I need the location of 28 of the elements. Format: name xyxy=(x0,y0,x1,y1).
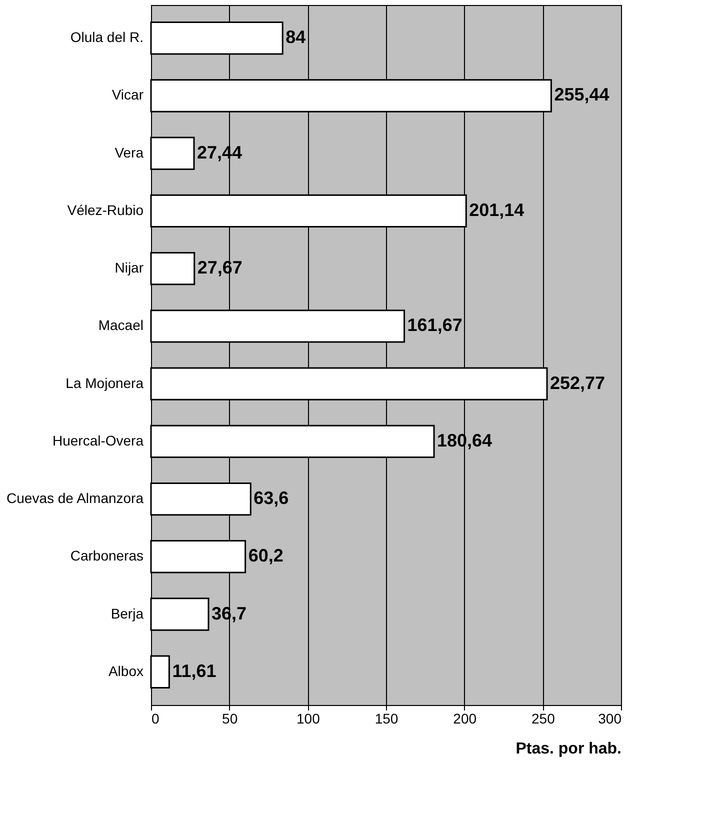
x-tick-label: 200 xyxy=(453,710,477,726)
data-label: 252,77 xyxy=(550,372,606,393)
data-label: 11,61 xyxy=(172,660,216,681)
data-label: 84 xyxy=(286,27,306,48)
x-tick-label: 50 xyxy=(222,710,238,726)
data-label: 201,14 xyxy=(469,200,524,220)
y-tick-label: Nijar xyxy=(114,260,144,276)
y-tick-label: La Mojonera xyxy=(66,374,144,391)
y-tick-label: Vera xyxy=(114,144,144,160)
y-tick-label: Macael xyxy=(98,317,144,334)
y-tick-label: Vélez-Rubio xyxy=(67,202,144,218)
y-tick-label: Olula del R. xyxy=(70,29,144,46)
x-tick-label: 300 xyxy=(598,710,622,726)
data-label: 63,6 xyxy=(254,488,289,508)
y-tick-label: Berja xyxy=(110,605,144,622)
y-tick-label: Vicar xyxy=(112,86,144,103)
x-tick-label: 0 xyxy=(152,710,160,726)
x-axis-title: Ptas. por hab. xyxy=(516,740,622,758)
data-label: 161,67 xyxy=(407,315,462,336)
x-tick-label: 100 xyxy=(296,710,320,726)
x-tick-label: 250 xyxy=(531,710,556,726)
y-tick-label: Albox xyxy=(108,662,144,679)
y-tick-label: Huercal-Overa xyxy=(52,432,144,448)
data-label: 255,44 xyxy=(554,84,610,105)
y-tick-label: Carboneras xyxy=(70,548,144,564)
y-tick-label: Cuevas de Almanzora xyxy=(6,490,144,506)
data-label: 60,2 xyxy=(248,546,284,566)
x-tick-label: 150 xyxy=(374,710,398,726)
